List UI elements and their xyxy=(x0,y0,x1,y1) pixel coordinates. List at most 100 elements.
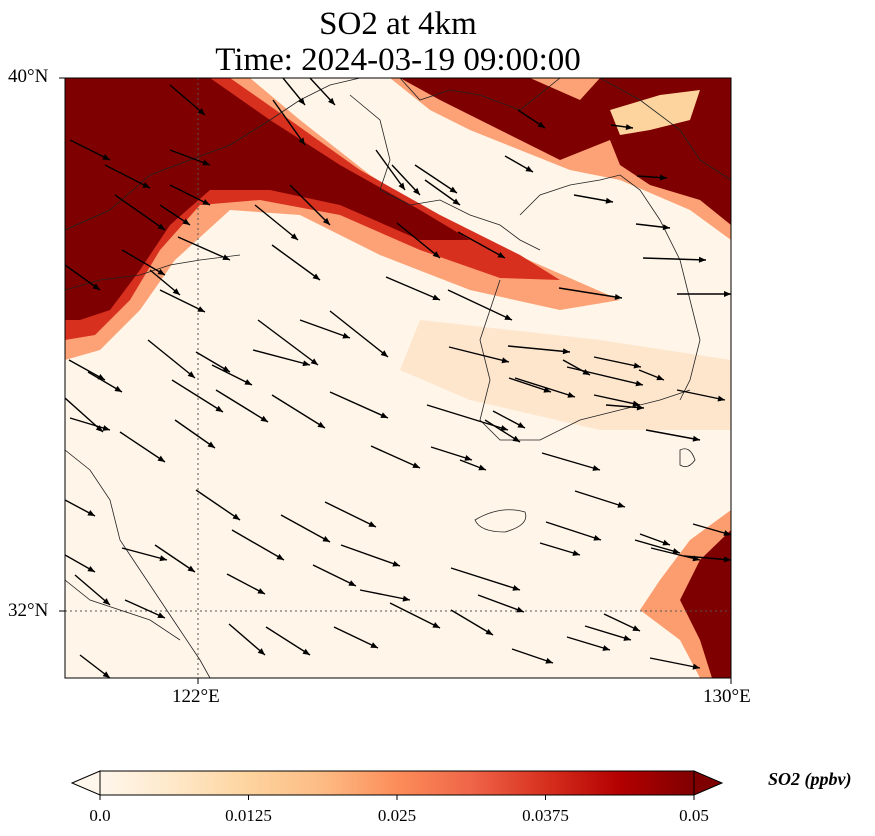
wind-arrow-head xyxy=(257,648,265,655)
wind-arrow-shaft xyxy=(104,164,151,189)
wind-arrow-head xyxy=(512,585,520,591)
so2-plume-northwest-core xyxy=(65,78,470,320)
wind-arrow-shaft xyxy=(514,377,576,398)
wind-arrow-head xyxy=(723,556,731,563)
wind-arrow-head xyxy=(723,530,731,536)
wind-arrow-head xyxy=(97,373,105,380)
so2-faint-band xyxy=(400,320,731,430)
wind-arrow-shaft xyxy=(634,539,681,554)
so2-plume-southeast-core xyxy=(680,530,731,678)
wind-arrow-shaft xyxy=(169,184,211,206)
wind-arrow-head xyxy=(157,223,165,230)
wind-arrow-shaft xyxy=(370,445,421,469)
wind-arrow-shaft xyxy=(545,521,602,541)
wind-arrow-head xyxy=(370,642,378,648)
wind-arrow-head xyxy=(322,535,330,542)
wind-arrow-head xyxy=(662,224,670,231)
lon-tick-122e: 122°E xyxy=(172,686,220,707)
wind-arrow-head xyxy=(516,606,524,613)
wind-arrow-head xyxy=(215,405,223,412)
wind-arrow-shaft xyxy=(396,222,441,259)
map-title-line-1: SO2 at 4km xyxy=(319,6,477,42)
wind-arrow-head xyxy=(412,462,420,468)
wind-arrow-head xyxy=(452,198,460,205)
wind-arrow-shaft xyxy=(69,139,111,161)
wind-arrow-head xyxy=(525,165,533,172)
wind-arrow-head xyxy=(592,465,600,471)
wind-arrow-head xyxy=(87,510,95,516)
wind-arrow-shaft xyxy=(147,339,196,379)
wind-arrow-shaft xyxy=(566,636,611,651)
wind-arrow-head xyxy=(197,306,205,312)
wind-arrow-head xyxy=(464,455,472,461)
colorbar-tick-1: 0.0125 xyxy=(225,806,272,825)
wind-arrow-head xyxy=(380,412,388,418)
wind-arrow-shaft xyxy=(154,544,196,573)
wind-arrow-head xyxy=(635,380,643,387)
wind-arrow-shaft xyxy=(257,319,319,366)
colorbar-tick-3: 0.0375 xyxy=(522,806,569,825)
wind-arrow-head xyxy=(157,268,165,275)
wind-arrow-shaft xyxy=(171,379,224,413)
colorbar-extend-min xyxy=(70,770,101,796)
colorbar-gradient xyxy=(99,770,695,796)
wind-arrow-shaft xyxy=(558,287,623,299)
wind-arrow-shaft xyxy=(389,602,441,629)
wind-arrow-shaft xyxy=(333,626,379,649)
wind-arrow-shaft xyxy=(645,429,701,441)
wind-arrow-shaft xyxy=(159,289,206,313)
wind-arrow-shaft xyxy=(299,319,351,339)
wind-arrow-head xyxy=(302,360,310,367)
wind-arrow-head xyxy=(298,97,305,105)
colorbar-tick-0: 0.0 xyxy=(89,806,111,825)
wind-arrow-head xyxy=(636,404,644,411)
wind-arrow-shaft xyxy=(265,626,311,656)
wind-arrow-head xyxy=(572,550,580,556)
wind-arrow-head xyxy=(159,555,167,562)
wind-arrow-head xyxy=(276,553,284,560)
colorbar-label: SO2 (ppbv) xyxy=(768,769,852,789)
wind-arrow-head xyxy=(368,521,376,527)
wind-arrow-head xyxy=(497,251,505,258)
wind-arrow-shaft xyxy=(121,547,168,561)
wind-arrow-head xyxy=(302,648,310,655)
wind-arrow-head xyxy=(402,595,410,602)
wind-arrow-head xyxy=(500,425,508,431)
wind-arrow-shaft xyxy=(231,529,285,561)
wind-arrow-shaft xyxy=(511,648,554,664)
wind-arrow-shaft xyxy=(329,310,389,358)
wind-arrow-head xyxy=(87,565,95,572)
wind-arrow-head xyxy=(222,254,230,260)
wind-arrow-head xyxy=(602,645,610,651)
wind-arrow-shaft xyxy=(450,567,521,591)
wind-arrow-shaft xyxy=(289,184,331,226)
wind-arrow-head xyxy=(537,121,545,128)
wind-arrow-shaft xyxy=(280,514,331,543)
wind-arrow-head xyxy=(317,421,325,428)
wind-arrow-head xyxy=(142,182,150,188)
wind-arrow-head xyxy=(545,657,553,664)
wind-arrow-head xyxy=(662,539,670,546)
wind-arrow-head xyxy=(605,197,613,204)
wind-arrow-head xyxy=(187,371,195,378)
wind-arrow-shaft xyxy=(124,599,166,619)
wind-arrow-shaft xyxy=(254,204,299,241)
wind-arrow-head xyxy=(257,588,265,594)
wind-arrow-shaft xyxy=(507,345,571,353)
wind-arrow-head xyxy=(197,108,205,115)
wind-arrow-shaft xyxy=(430,446,473,461)
wind-arrow-head xyxy=(517,422,525,428)
wind-arrow-head xyxy=(348,580,356,586)
wind-arrow-shaft xyxy=(324,501,377,528)
wind-arrow-shaft xyxy=(271,394,326,429)
wind-arrow-head xyxy=(172,288,180,295)
wind-arrow-head xyxy=(322,217,330,225)
wind-arrow-shaft xyxy=(457,231,506,259)
wind-arrow-shaft xyxy=(174,419,216,449)
wind-arrow-head xyxy=(92,283,100,290)
wind-arrow-head xyxy=(432,622,440,628)
wind-arrow-head xyxy=(512,435,520,442)
wind-arrow-shaft xyxy=(329,391,389,419)
wind-arrow-shaft xyxy=(121,249,166,276)
wind-arrow-shaft xyxy=(477,594,525,613)
